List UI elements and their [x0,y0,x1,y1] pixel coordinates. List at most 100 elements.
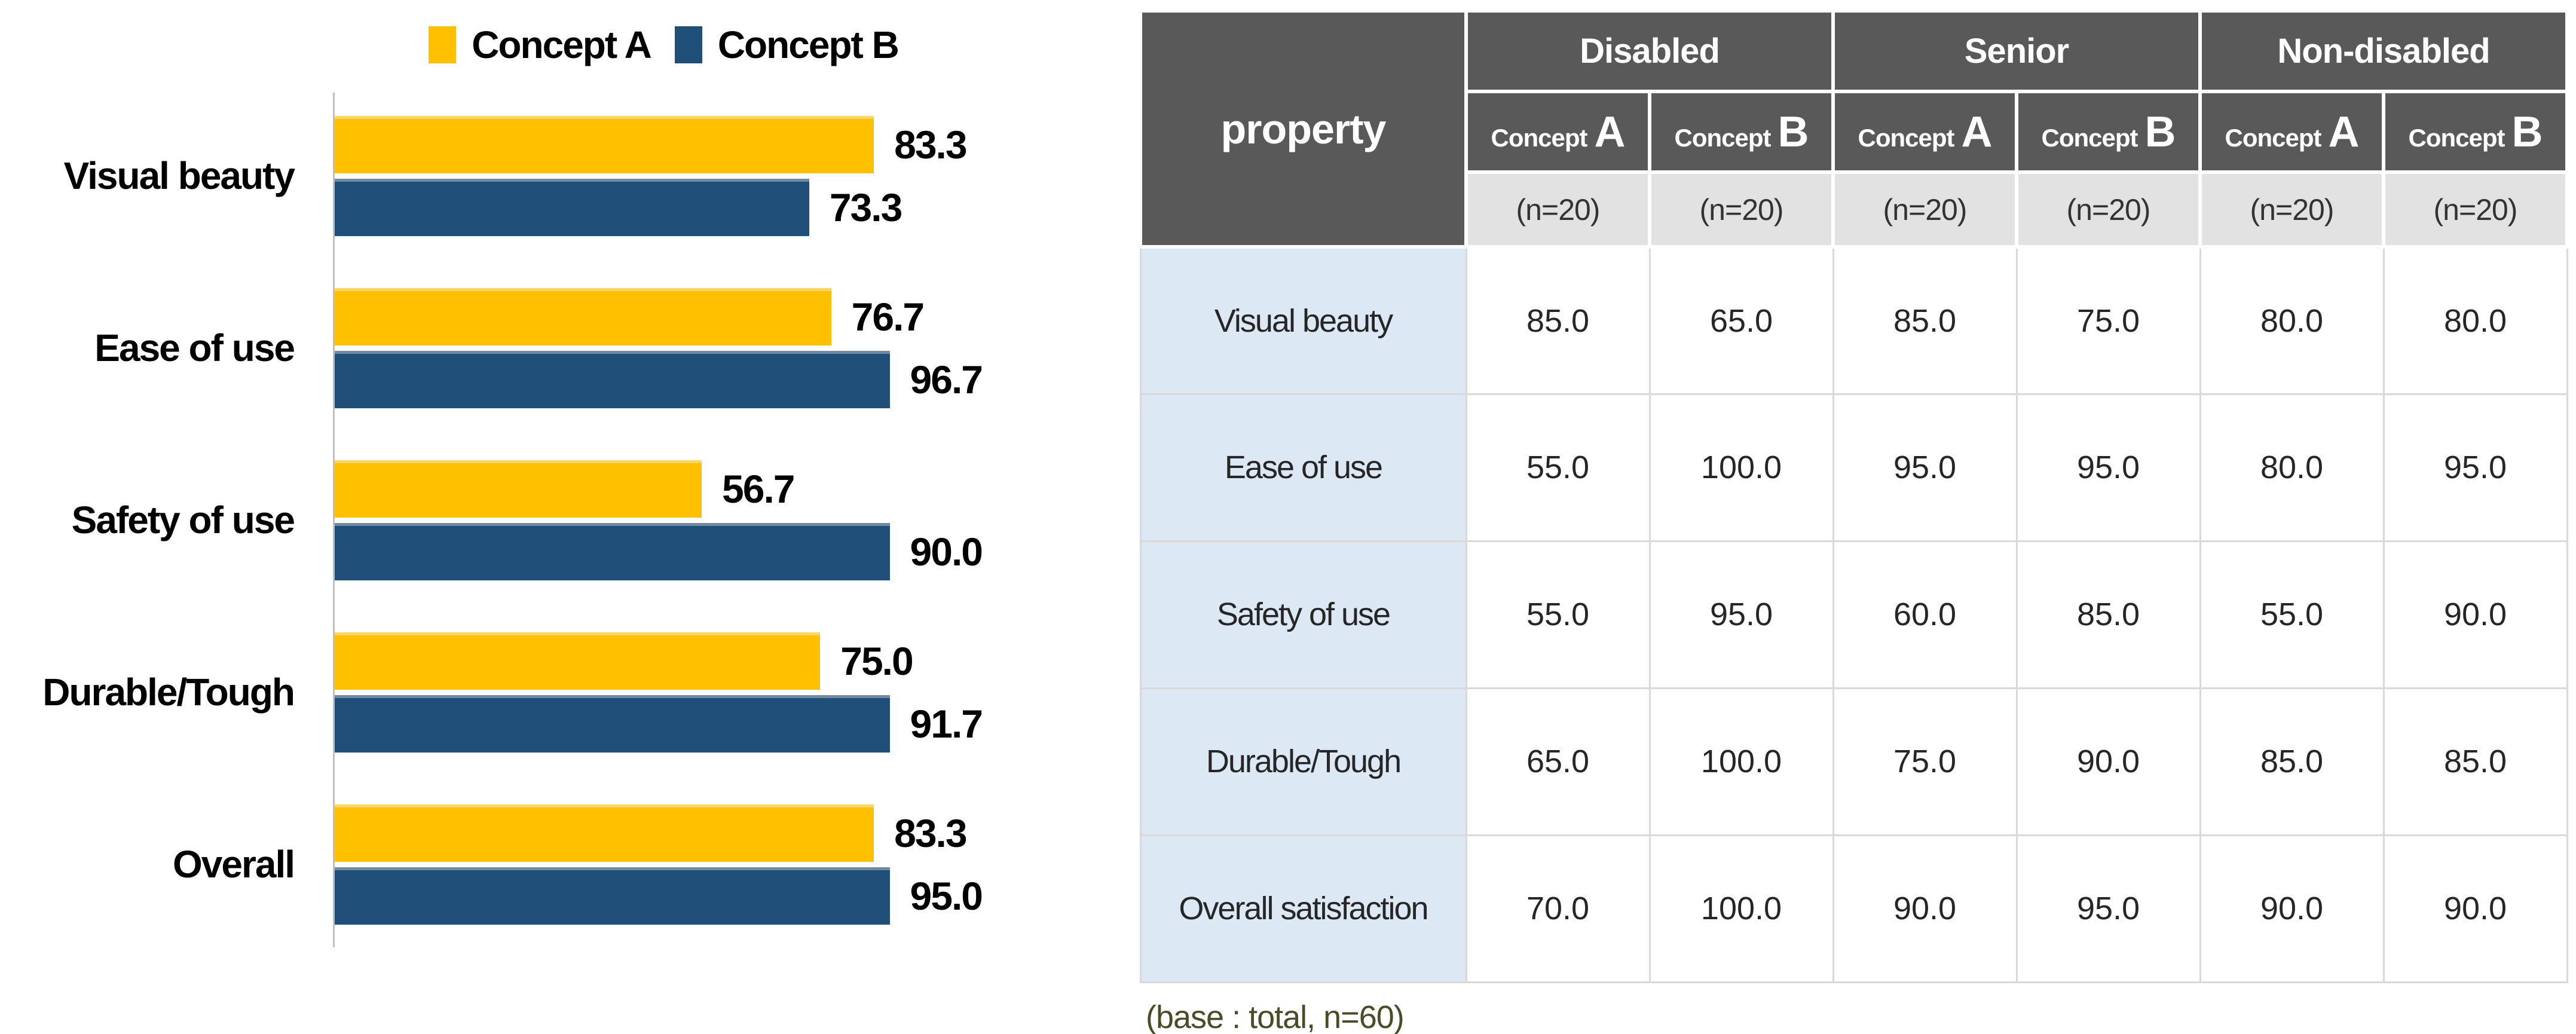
n-header: (n=20) [1831,170,2018,249]
header-row-concepts: Concept A Concept B Concept A Concept B Concept A… [1140,90,2569,174]
legend-swatch-icon [429,26,457,63]
n-header: (n=20) [2015,170,2202,249]
concept-letter: B [2511,108,2543,156]
legend-swatch-icon [674,26,702,63]
bar-value-label: 73.3 [829,185,902,230]
table-cell: 80.0 [2199,246,2385,395]
group-header-disabled: Disabled [1464,9,1835,93]
y-axis-line [333,93,335,947]
bar-line: 73.3 [335,178,982,236]
bar-concept-b [335,522,890,580]
bar-line: 75.0 [335,632,982,690]
concept-word: Concept [1858,123,1955,152]
bar-pair: 56.7 90.0 [335,460,983,580]
table-cell: 90.0 [1832,834,2018,983]
bar-concept-a [335,115,874,173]
table-cell: 85.0 [1465,246,1651,395]
table-cell: 85.0 [1832,246,2018,395]
concept-header: Concept B [1648,90,1835,174]
category-label: Overall [172,843,295,886]
bar-plot: Visual beauty 83.3 73.3 Ease of use 76.7 96.7… [0,90,1124,950]
table-row: Safety of use 55.0 95.0 60.0 85.0 55.0 90.0 [1139,540,2568,689]
table-cell: 100.0 [1648,687,1834,836]
table-cell: 60.0 [1832,540,2018,689]
table-cell: 85.0 [2382,687,2568,836]
concept-letter: B [1777,108,1809,156]
bar-value-label: 96.7 [910,357,983,402]
concept-letter: A [1594,108,1626,156]
bar-pair: 83.3 95.0 [335,804,983,925]
table-cell: 80.0 [2199,393,2385,542]
table-body: Visual beauty 85.0 65.0 85.0 75.0 80.0 80.0 Eas… [1139,246,2568,983]
concept-word: Concept [1491,123,1588,152]
bar-value-label: 83.3 [894,810,967,855]
group-header-non-disabled: Non-disabled [2198,9,2569,93]
table-cell: 90.0 [2382,540,2568,689]
concept-word: Concept [2408,123,2505,152]
table-cell: 55.0 [2199,540,2385,689]
bar-line: 95.0 [335,867,983,925]
n-header: (n=20) [2198,170,2385,249]
legend-label: Concept B [717,23,900,66]
summary-table-panel: property Disabled Senior Non-disabled Concep… [1139,9,2570,1034]
header-row-n: (n=20) (n=20) (n=20) (n=20) (n=20) (n=20) [1140,170,2569,249]
bar-concept-b [335,350,890,408]
group-header-senior: Senior [1831,9,2202,93]
table-cell: 55.0 [1465,540,1651,689]
bar-pair: 75.0 91.7 [335,632,983,752]
bar-concept-b [335,178,809,236]
table-cell: 85.0 [2015,540,2201,689]
bar-line: 83.3 [335,115,982,173]
table-cell: 90.0 [2199,834,2385,983]
concept-header: Concept A [1831,90,2018,174]
bar-rows: Visual beauty 83.3 73.3 Ease of use 76.7 96.7… [0,90,1124,950]
table-cell: 65.0 [1648,246,1834,395]
chart-legend: Concept A Concept B [335,23,992,67]
legend-item: Concept B [674,23,900,67]
concept-letter: B [2144,108,2176,156]
concept-header: Concept B [2382,90,2569,174]
bar-group: Visual beauty 83.3 73.3 [0,90,1124,262]
category-label: Ease of use [94,326,295,369]
table-row: Visual beauty 85.0 65.0 85.0 75.0 80.0 80.0 [1139,246,2568,395]
table-cell: 75.0 [2015,246,2201,395]
property-header: property [1139,9,1468,249]
table-cell: 100.0 [1648,834,1834,983]
bar-group: Overall 83.3 95.0 [0,778,1124,950]
table-cell: 65.0 [1465,687,1651,836]
bar-line: 56.7 [335,460,982,518]
header-row-groups: property Disabled Senior Non-disabled [1139,9,2569,249]
table-cell: 95.0 [1648,540,1834,689]
bar-group: Safety of use 56.7 90.0 [0,434,1124,606]
table-cell: 55.0 [1465,393,1651,542]
table-header: property Disabled Senior Non-disabled Concep… [1139,9,2569,249]
concept-header: Concept B [2015,90,2202,174]
bar-pair: 76.7 96.7 [335,287,983,408]
table-cell: 70.0 [1465,834,1651,983]
bar-concept-a [335,632,821,690]
concept-letter: A [1961,108,1993,156]
table-row-label: Ease of use [1139,393,1467,542]
bar-concept-a [335,287,831,345]
bar-group: Durable/Tough 75.0 91.7 [0,606,1124,778]
category-label: Durable/Tough [42,671,295,714]
concept-letter: A [2328,108,2360,156]
table-cell: 90.0 [2015,687,2201,836]
bar-value-label: 56.7 [722,466,795,511]
table-cell: 95.0 [1832,393,2018,542]
table-row: Ease of use 55.0 100.0 95.0 95.0 80.0 95.0 [1139,393,2568,542]
table-cell: 95.0 [2015,834,2201,983]
bar-chart-panel: Concept A Concept B Visual beauty 83.3 73.3… [0,0,1124,1034]
bar-value-label: 76.7 [851,294,925,339]
legend-label: Concept A [472,23,652,66]
bar-line: 83.3 [335,804,982,862]
bar-value-label: 83.3 [894,122,967,167]
table-cell: 85.0 [2199,687,2385,836]
concept-header: Concept A [1464,90,1651,174]
bar-line: 91.7 [335,695,983,752]
bar-concept-b [335,867,890,925]
bar-line: 76.7 [335,287,982,345]
bar-concept-b [335,695,890,752]
bar-value-label: 90.0 [910,529,983,574]
